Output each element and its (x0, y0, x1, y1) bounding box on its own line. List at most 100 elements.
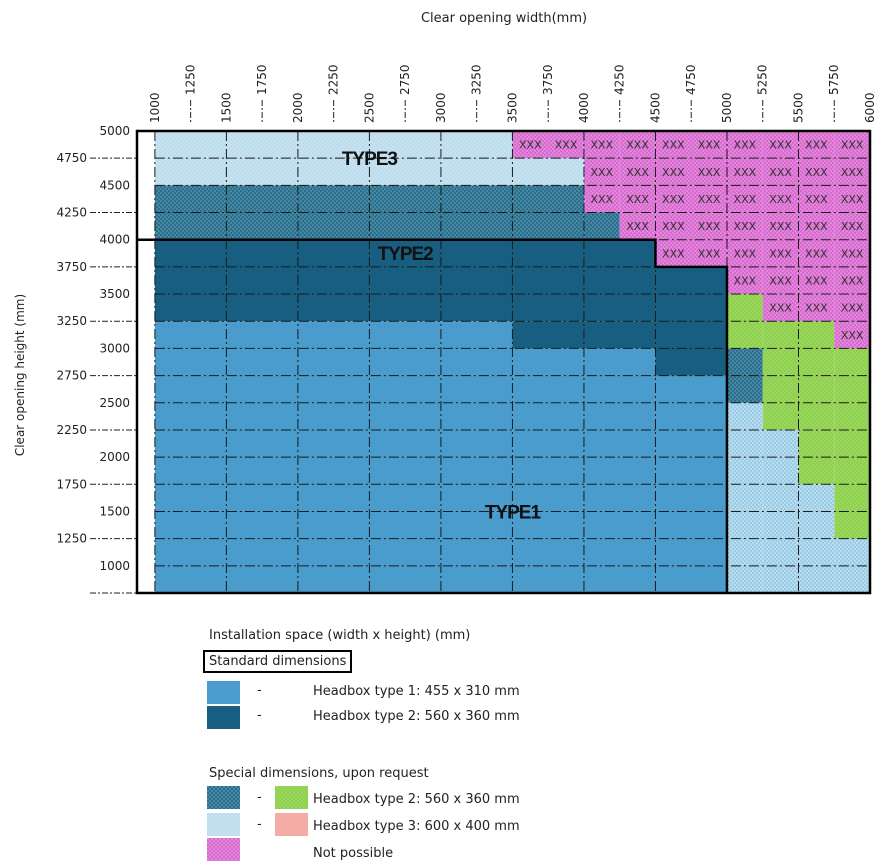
not-possible-mark: XXX (841, 193, 864, 206)
not-possible-mark: XXX (662, 193, 685, 206)
not-possible-mark: XXX (841, 274, 864, 287)
x-axis-title: Clear opening width(mm) (421, 11, 587, 26)
not-possible-mark: XXX (805, 220, 828, 233)
not-possible-mark: XXX (805, 302, 828, 315)
legend-dash: - (257, 683, 262, 698)
legend-standard-heading: Standard dimensions (203, 650, 353, 673)
y-tick-label: 4750 (56, 151, 87, 165)
x-tick-label: 4750 (684, 64, 698, 95)
region-type2-standard (154, 239, 656, 322)
y-tick-label: 2500 (99, 396, 130, 410)
y-tick-label: 3750 (56, 260, 87, 274)
not-possible-mark: XXX (662, 220, 685, 233)
y-tick-label: 1500 (99, 504, 130, 518)
not-possible-mark: XXX (734, 139, 757, 152)
x-tick-label: 4500 (648, 92, 662, 123)
x-tick-label: 4000 (577, 92, 591, 123)
legend-special-type2-label: Headbox type 2: 560 x 360 mm (313, 792, 520, 807)
region-type1-special (726, 402, 763, 593)
not-possible-mark: XXX (769, 166, 792, 179)
legend-dash: - (257, 790, 262, 805)
not-possible-mark: XXX (698, 220, 721, 233)
not-possible-mark: XXX (626, 166, 649, 179)
legend-title: Installation space (width x height) (mm) (209, 628, 471, 643)
x-axis-ticks: 1000 1500 2000 2500 3000 3500 4000 4500 5000 5500… (148, 64, 877, 124)
not-possible-mark: XXX (734, 247, 757, 260)
not-possible-mark: XXX (841, 329, 864, 342)
type-label: TYPE2 (378, 244, 434, 265)
y-tick-label: 4000 (99, 233, 130, 247)
legend-special-heading: Special dimensions, upon request (209, 766, 429, 781)
not-possible-mark: XXX (591, 193, 614, 206)
x-tick-label: 4250 (613, 64, 627, 95)
not-possible-mark: XXX (734, 166, 757, 179)
y-tick-label: 4250 (56, 206, 87, 220)
legend-not-possible-label: Not possible (313, 846, 394, 861)
legend-swatch-type1 (207, 681, 240, 704)
not-possible-mark: XXX (769, 139, 792, 152)
not-possible-markers: XXX XXX XXX XXX XXX XXX XXX XXX XXX XXX XXX XXX XXX X… (519, 139, 864, 342)
y-tick-label: 3500 (99, 287, 130, 301)
not-possible-mark: XXX (662, 166, 685, 179)
not-possible-mark: XXX (841, 166, 864, 179)
x-tick-label: 5250 (756, 64, 770, 95)
x-tick-label: 2500 (362, 92, 376, 123)
not-possible-mark: XXX (734, 274, 757, 287)
not-possible-mark: XXX (555, 139, 578, 152)
not-possible-mark: XXX (662, 247, 685, 260)
not-possible-mark: XXX (698, 139, 721, 152)
not-possible-mark: XXX (841, 302, 864, 315)
region-not-possible (512, 131, 584, 159)
x-tick-label: 5000 (720, 92, 734, 123)
not-possible-mark: XXX (698, 247, 721, 260)
not-possible-mark: XXX (769, 220, 792, 233)
not-possible-mark: XXX (591, 166, 614, 179)
y-tick-label: 2250 (56, 423, 87, 437)
not-possible-mark: XXX (769, 247, 792, 260)
not-possible-mark: XXX (734, 220, 757, 233)
y-tick-label: 1750 (56, 477, 87, 491)
y-axis-ticks: 5000 4500 4000 3500 3000 2500 2000 1500 1000 4750… (56, 124, 137, 594)
y-tick-label: 1000 (99, 559, 130, 573)
region-not-possible (583, 131, 620, 213)
legend-dash: - (257, 817, 262, 832)
not-possible-mark: XXX (841, 220, 864, 233)
not-possible-mark: XXX (662, 139, 685, 152)
not-possible-mark: XXX (805, 274, 828, 287)
x-tick-label: 3750 (541, 64, 555, 95)
x-tick-label: 1500 (219, 92, 233, 123)
x-tick-label: 1250 (184, 64, 198, 95)
not-possible-mark: XXX (698, 166, 721, 179)
legend-dash: - (257, 708, 262, 723)
y-axis-title: Clear opening height (mm) (13, 294, 27, 456)
region-not-possible (655, 131, 727, 267)
legend-swatch-green (275, 786, 308, 809)
type-label: TYPE3 (342, 149, 398, 170)
x-tick-label: 1000 (148, 92, 162, 123)
x-tick-label: 2750 (398, 64, 412, 95)
region-type3-special (512, 158, 584, 186)
x-tick-label: 5750 (827, 64, 841, 95)
not-possible-mark: XXX (805, 247, 828, 260)
not-possible-mark: XXX (591, 139, 614, 152)
boundaries-layer (135, 129, 872, 595)
not-possible-mark: XXX (698, 193, 721, 206)
not-possible-mark: XXX (626, 139, 649, 152)
x-tick-label: 3500 (505, 92, 519, 123)
x-tick-label: 3250 (470, 64, 484, 95)
y-tick-label: 4500 (99, 178, 130, 192)
not-possible-mark: XXX (769, 302, 792, 315)
not-possible-mark: XXX (769, 274, 792, 287)
chart: Clear opening width(mm) Clear opening he… (13, 11, 877, 595)
region-type2-special-green (834, 348, 870, 539)
x-tick-label: 5500 (791, 92, 805, 123)
legend-type1-label: Headbox type 1: 455 x 310 mm (313, 684, 520, 699)
y-tick-label: 2000 (99, 450, 130, 464)
boundary-outer (135, 129, 872, 595)
legend-swatch-type3-special (207, 813, 240, 836)
region-type2-special (583, 212, 620, 240)
not-possible-mark: XXX (626, 220, 649, 233)
not-possible-mark: XXX (805, 193, 828, 206)
not-possible-mark: XXX (769, 193, 792, 206)
y-tick-label: 2750 (56, 369, 87, 383)
